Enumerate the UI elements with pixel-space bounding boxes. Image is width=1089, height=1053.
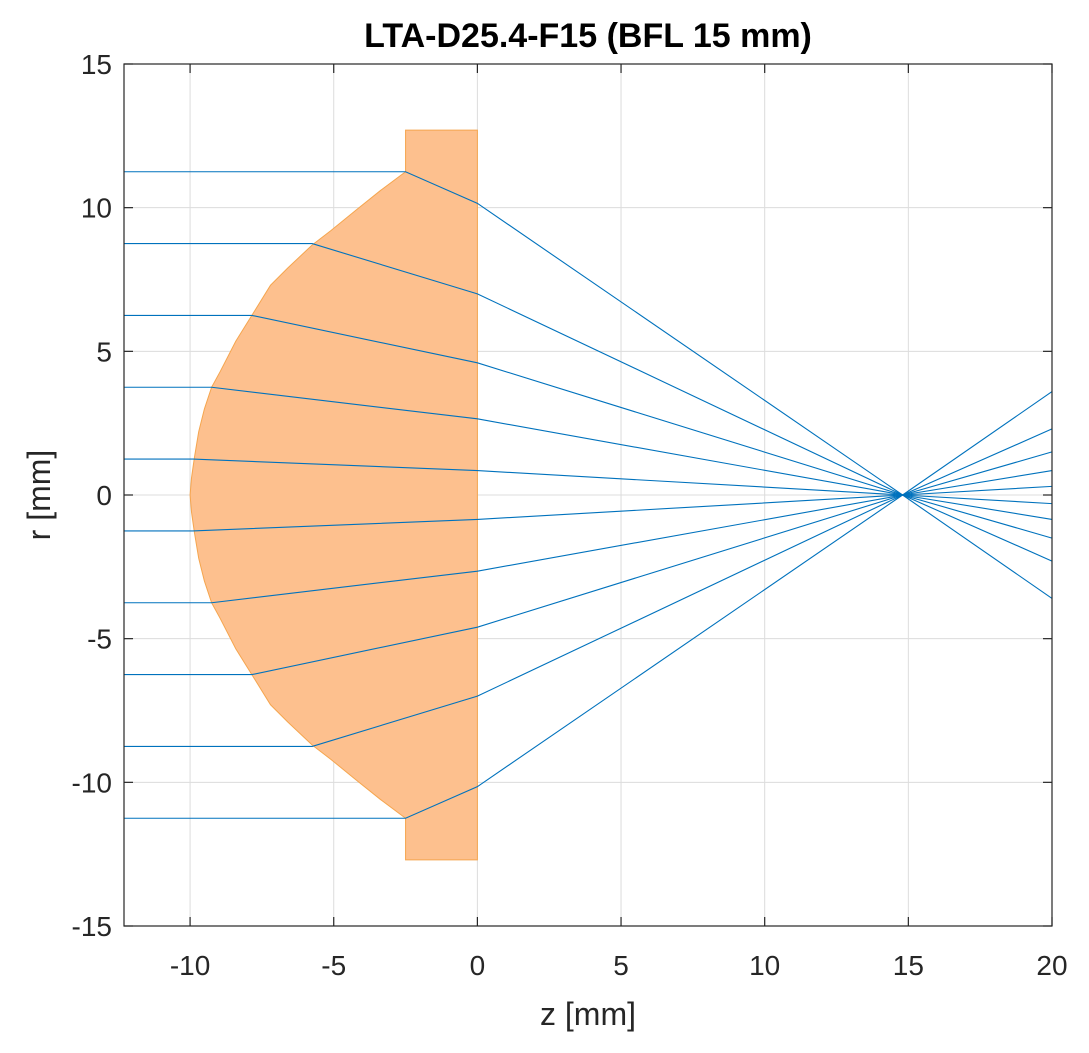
ray-path (124, 451, 1053, 676)
x-tick-label: 20 (1036, 950, 1067, 981)
y-tick-label: 15 (81, 49, 112, 80)
x-tick-label: 0 (470, 950, 486, 981)
lens-layer (189, 129, 478, 861)
ray-layer (124, 171, 1053, 819)
ray-path (124, 243, 1053, 562)
x-tick-label: 10 (749, 950, 780, 981)
ray-path (124, 314, 1053, 539)
lens-shape (189, 129, 478, 861)
ray-path (124, 386, 1053, 520)
y-tick-label: -10 (72, 767, 112, 798)
x-tick-label: -5 (321, 950, 346, 981)
ray-path (124, 458, 1053, 505)
x-axis-label: z [mm] (540, 996, 636, 1032)
tick-marks (124, 63, 1053, 927)
x-tick-labels: -10 -5 0 5 10 15 20 (170, 950, 1068, 981)
y-tick-label: 0 (96, 480, 112, 511)
y-axis-label: r [mm] (21, 450, 57, 541)
ray-path (124, 391, 1053, 819)
x-tick-label: 15 (893, 950, 924, 981)
y-tick-label: 10 (81, 193, 112, 224)
ray-path (124, 485, 1053, 532)
ray-path (124, 428, 1053, 747)
chart-title: LTA-D25.4-F15 (BFL 15 mm) (364, 17, 812, 55)
ray-path (124, 171, 1053, 599)
y-tick-labels: -15 -10 -5 0 5 10 15 (72, 49, 112, 942)
ray-path (124, 470, 1053, 604)
y-tick-label: -5 (87, 624, 112, 655)
y-tick-label: 5 (96, 336, 112, 367)
y-tick-label: -15 (72, 911, 112, 942)
x-tick-label: 5 (613, 950, 629, 981)
x-tick-label: -10 (170, 950, 210, 981)
